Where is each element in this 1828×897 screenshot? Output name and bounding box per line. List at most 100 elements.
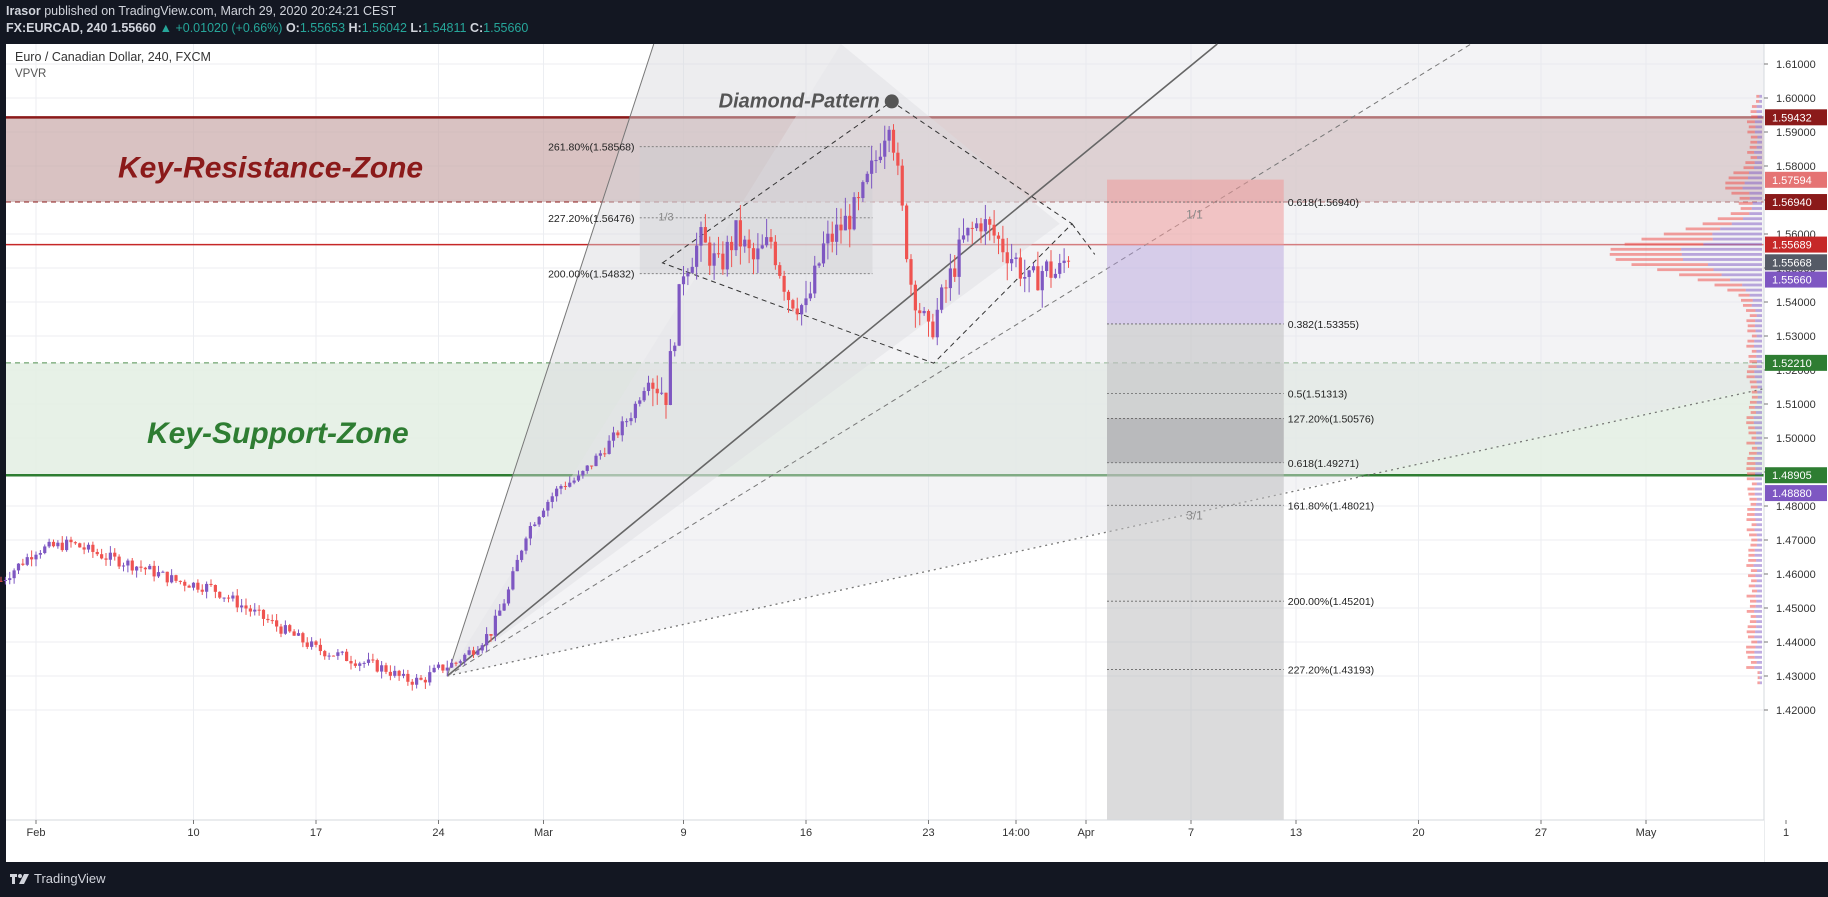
candle-up bbox=[121, 565, 126, 567]
candle-up bbox=[327, 655, 331, 657]
volume-bar-buy bbox=[1751, 207, 1762, 210]
indicator-label[interactable]: VPVR bbox=[15, 68, 46, 80]
volume-bar-buy bbox=[1756, 314, 1762, 317]
volume-bar-buy bbox=[1756, 599, 1762, 603]
price-level-label: 1.55689 bbox=[1772, 240, 1812, 252]
volume-bar-buy bbox=[1749, 196, 1762, 200]
candle-up bbox=[817, 263, 821, 266]
fib-right-label: 200.00%(1.45201) bbox=[1288, 596, 1374, 608]
candle-down bbox=[563, 486, 567, 488]
volume-bar-sell bbox=[1751, 523, 1757, 527]
volume-bar-buy bbox=[1756, 559, 1762, 562]
fib-left-label: 261.80%(1.58568) bbox=[548, 142, 634, 154]
price-level-label: 1.56940 bbox=[1772, 197, 1812, 209]
time-tick-label: 17 bbox=[310, 827, 322, 839]
price-tick-label: 1.44000 bbox=[1776, 637, 1816, 649]
candle-down bbox=[248, 608, 252, 612]
time-tick-label: Feb bbox=[27, 827, 46, 839]
candle-up bbox=[358, 663, 362, 666]
candle-up bbox=[336, 652, 340, 656]
price-chart[interactable]: 261.80%(1.58568) 227.20%(1.56476) 200.00%(… bbox=[0, 42, 1828, 862]
candle-up bbox=[56, 542, 60, 547]
candle-up bbox=[620, 421, 624, 436]
candle-down bbox=[388, 671, 392, 676]
candle-down bbox=[1018, 257, 1022, 279]
volume-bar-sell bbox=[1749, 497, 1757, 501]
price-change: +0.01020 (+0.66%) bbox=[175, 21, 283, 35]
target-box bbox=[1107, 245, 1284, 325]
tradingview-brand[interactable]: TradingView bbox=[34, 871, 106, 886]
price-level-tag bbox=[1765, 236, 1827, 253]
candle-down bbox=[292, 631, 296, 636]
candle-down bbox=[226, 597, 231, 599]
candle-down bbox=[791, 300, 795, 309]
volume-bar-sell bbox=[1738, 202, 1753, 205]
candle-down bbox=[703, 227, 707, 243]
volume-bar-sell bbox=[1725, 186, 1743, 190]
volume-bar-buy bbox=[1753, 416, 1762, 419]
volume-bar-buy bbox=[1743, 217, 1762, 221]
volume-bar-buy bbox=[1753, 344, 1762, 348]
candle-down bbox=[979, 223, 983, 232]
candle-up bbox=[380, 665, 384, 672]
fib-left-label: 200.00%(1.54832) bbox=[548, 269, 634, 281]
drawings-layer bbox=[446, 43, 1765, 820]
candle-up bbox=[362, 662, 366, 664]
candle-down bbox=[257, 609, 261, 611]
volume-bar-sell bbox=[1733, 171, 1749, 175]
volume-bar-sell bbox=[1747, 655, 1755, 659]
price-level-label: 1.48880 bbox=[1772, 488, 1812, 500]
candle-up bbox=[520, 550, 524, 560]
candle-down bbox=[410, 681, 414, 685]
volume-bar-buy bbox=[1756, 411, 1762, 414]
volume-bar-buy bbox=[1757, 589, 1762, 593]
fib-right-label: 161.80%(1.48021) bbox=[1288, 500, 1374, 512]
ratio-label-top: 1/1 bbox=[1186, 208, 1203, 222]
candle-up bbox=[537, 517, 541, 525]
candle-down bbox=[117, 556, 121, 567]
volume-bar-sell bbox=[1747, 513, 1755, 516]
volume-bar-buy bbox=[1756, 436, 1762, 440]
candle-down bbox=[1005, 252, 1009, 264]
volume-bar-buy bbox=[1751, 304, 1762, 307]
candle-down bbox=[69, 539, 73, 543]
volume-bar-sell bbox=[1749, 360, 1757, 363]
volume-bar-sell bbox=[1746, 477, 1755, 481]
candle-up bbox=[65, 539, 69, 551]
candle-up bbox=[1040, 271, 1044, 291]
volume-bar-sell bbox=[1747, 339, 1755, 343]
price-tick-label: 1.59000 bbox=[1776, 127, 1816, 139]
volume-bar-sell bbox=[1746, 462, 1756, 465]
candle-down bbox=[721, 253, 725, 270]
volume-bar-sell bbox=[1757, 671, 1760, 674]
volume-bar-sell bbox=[1746, 309, 1756, 312]
volume-bar-buy bbox=[1756, 431, 1762, 435]
candle-down bbox=[782, 275, 786, 292]
volume-bar-sell bbox=[1749, 400, 1757, 404]
volume-bar-buy bbox=[1754, 610, 1762, 613]
price-level-tag bbox=[1765, 354, 1827, 371]
volume-bar-sell bbox=[1679, 273, 1722, 277]
text-layer: 261.80%(1.58568) 227.20%(1.56476) 200.00%(… bbox=[15, 50, 1374, 676]
volume-bar-buy bbox=[1754, 120, 1762, 124]
price-axis[interactable]: 1.42000 1.43000 1.44000 1.45000 1.46000 1.470… bbox=[1763, 44, 1828, 862]
candle-up bbox=[476, 650, 480, 655]
candle-down bbox=[143, 567, 147, 570]
fib-band-dark bbox=[1107, 418, 1284, 463]
volume-bar-sell bbox=[1609, 253, 1682, 256]
symbol-label[interactable]: FX:EURCAD, 240 bbox=[6, 21, 108, 35]
volume-bar-buy bbox=[1749, 212, 1762, 215]
close-value: 1.55660 bbox=[483, 21, 529, 35]
author-name[interactable]: Irasor bbox=[6, 4, 41, 18]
candle-down bbox=[130, 560, 134, 571]
time-axis[interactable]: Feb 10 17 24 Mar 9 16 23 14:00 Apr 7 13 20 27 May 1 bbox=[6, 819, 1789, 862]
volume-bar-buy bbox=[1759, 94, 1762, 98]
candle-up bbox=[607, 440, 611, 454]
volume-bar-sell bbox=[1727, 288, 1746, 292]
candle-up bbox=[677, 284, 681, 346]
volume-bar-sell bbox=[1751, 105, 1757, 108]
candle-up bbox=[725, 241, 729, 270]
volume-bar-buy bbox=[1745, 288, 1762, 292]
volume-bar-sell bbox=[1749, 533, 1757, 537]
candle-up bbox=[572, 480, 576, 483]
